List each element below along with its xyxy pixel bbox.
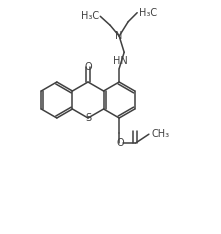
- Text: N: N: [116, 31, 123, 41]
- Text: CH₃: CH₃: [152, 129, 170, 139]
- Text: H₃C: H₃C: [81, 11, 99, 21]
- Text: HN: HN: [113, 56, 128, 66]
- Text: O: O: [84, 62, 92, 72]
- Text: S: S: [85, 113, 91, 123]
- Text: O: O: [116, 138, 124, 148]
- Text: H₃C: H₃C: [139, 8, 157, 18]
